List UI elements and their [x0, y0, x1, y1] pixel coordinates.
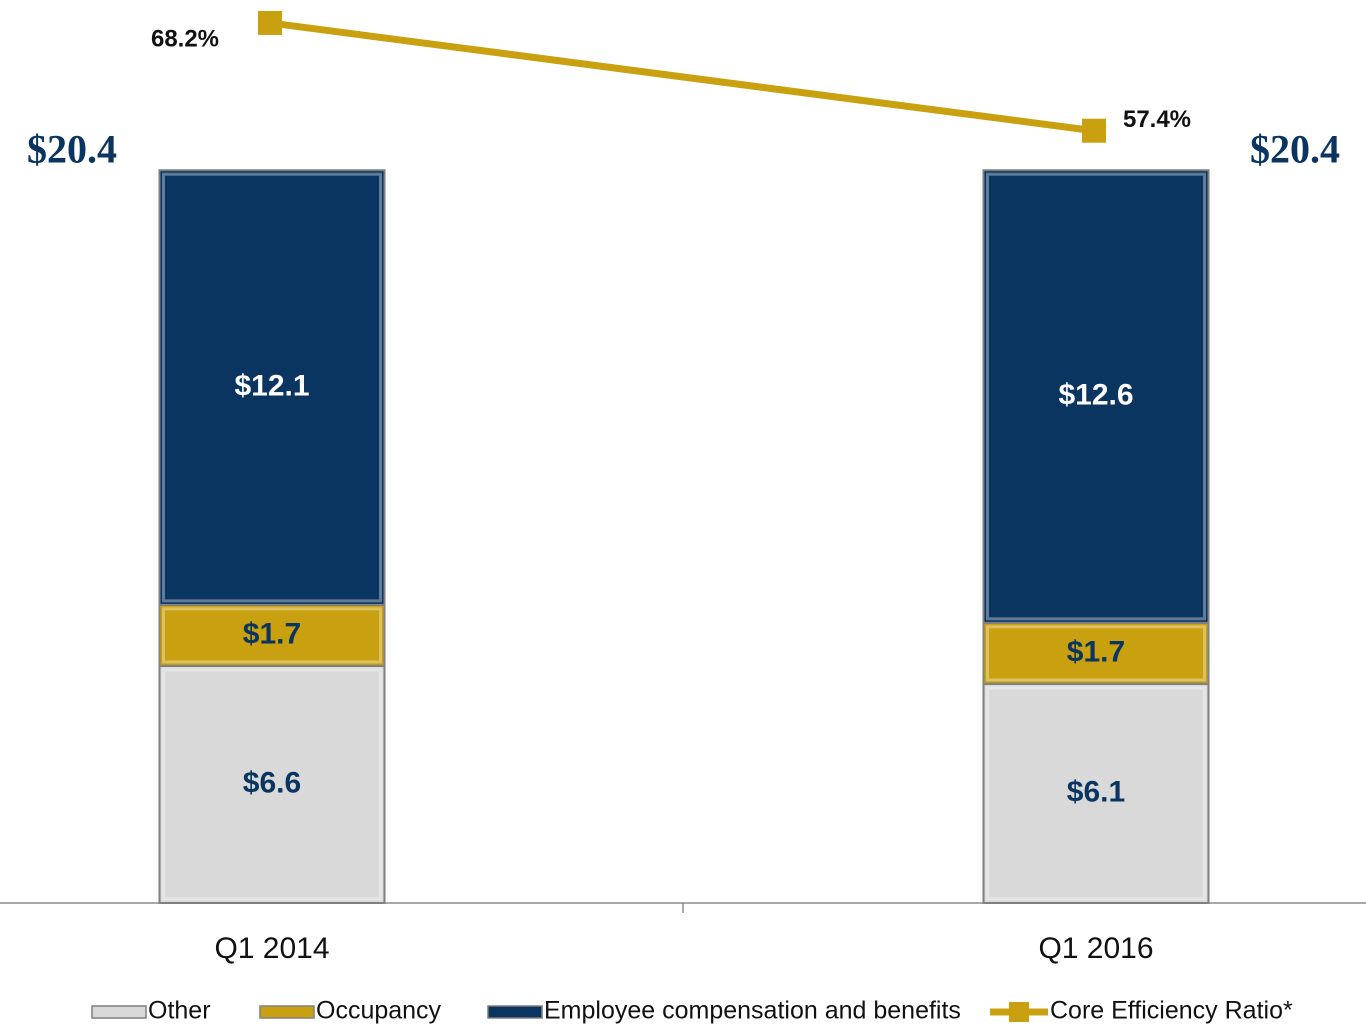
x-tick-label: Q1 2014 [214, 932, 329, 965]
bar-bevel [162, 172, 382, 603]
legend-label: Employee compensation and benefits [544, 997, 961, 1025]
legend-label: Occupancy [316, 997, 442, 1025]
legend-label: Other [148, 997, 211, 1025]
legend-swatch-marker [1009, 1002, 1029, 1022]
legend-swatch [487, 1005, 543, 1019]
segment-label: $1.7 [1067, 635, 1125, 668]
segment-label: $12.6 [1058, 378, 1133, 411]
bar-bevel [986, 172, 1206, 621]
line-value-label: 68.2% [151, 25, 219, 52]
bar-segment [158, 169, 386, 606]
bar-bevel [986, 686, 1206, 901]
x-tick-label: Q1 2016 [1038, 932, 1153, 965]
total-label: $20.4 [27, 126, 117, 171]
bar-segment [158, 664, 386, 904]
line-value-label: 57.4% [1123, 106, 1191, 133]
segment-label: $1.7 [243, 617, 301, 650]
legend-swatch [91, 1005, 147, 1019]
line-series [269, 19, 1095, 135]
legend-label: Core Efficiency Ratio* [1050, 997, 1293, 1025]
segment-label: $6.6 [243, 766, 301, 799]
bar-segment [982, 621, 1210, 685]
bar-segment [158, 603, 386, 667]
segment-label: $6.1 [1067, 775, 1125, 808]
bar-segment [982, 169, 1210, 624]
line-marker [1082, 118, 1106, 143]
line-marker [258, 10, 282, 35]
legend-swatch [259, 1005, 315, 1019]
segment-label: $12.1 [234, 369, 309, 402]
bar-bevel [986, 625, 1206, 682]
total-label: $20.4 [1250, 126, 1340, 171]
bar-bevel [162, 607, 382, 664]
bar-bevel [162, 668, 382, 901]
